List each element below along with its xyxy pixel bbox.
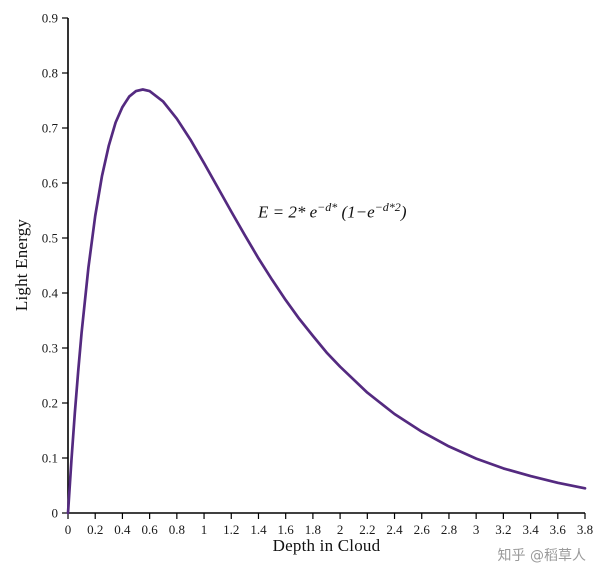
- x-axis-title: Depth in Cloud: [272, 536, 381, 555]
- x-tick-label: 0.4: [114, 522, 131, 537]
- y-tick-label: 0.7: [42, 121, 59, 136]
- y-tick-label: 0.3: [42, 341, 58, 356]
- equation-text: E = 2* e: [258, 202, 318, 222]
- y-tick-label: 0.2: [42, 396, 58, 411]
- equation-annotation: E = 2* e−d* (1−e−d*2): [258, 200, 406, 223]
- x-tick-label: 1: [201, 522, 208, 537]
- x-tick-label: 3.8: [577, 522, 593, 537]
- x-tick-label: 0.2: [87, 522, 103, 537]
- x-tick-label: 0.6: [142, 522, 159, 537]
- x-tick-label: 2.4: [386, 522, 403, 537]
- equation-exponent-2: −d*2: [374, 200, 401, 214]
- x-tick-label: 2.2: [359, 522, 375, 537]
- watermark: 知乎 @稻草人: [497, 548, 586, 564]
- x-tick-label: 1.2: [223, 522, 239, 537]
- x-tick-label: 0: [65, 522, 72, 537]
- y-tick-label: 0.8: [42, 66, 58, 81]
- x-tick-label: 3.2: [495, 522, 511, 537]
- x-tick-label: 2.8: [441, 522, 457, 537]
- equation-text-end: ): [400, 202, 407, 222]
- x-tick-label: 3.4: [522, 522, 539, 537]
- y-tick-label: 0.6: [42, 176, 59, 191]
- y-axis-title: Light Energy: [12, 218, 31, 312]
- equation-text-mid: (1−e: [337, 202, 375, 222]
- x-tick-label: 2.6: [414, 522, 431, 537]
- x-tick-label: 3.6: [550, 522, 567, 537]
- x-tick-label: 1.6: [278, 522, 295, 537]
- x-tick-label: 1.8: [305, 522, 321, 537]
- equation-exponent-1: −d*: [317, 200, 338, 214]
- y-tick-label: 0.5: [42, 231, 58, 246]
- y-tick-label: 0.4: [42, 286, 59, 301]
- x-tick-label: 0.8: [169, 522, 185, 537]
- energy-curve: [66, 88, 587, 515]
- y-tick-label: 0.1: [42, 451, 58, 466]
- y-tick-label: 0.9: [42, 11, 58, 26]
- y-tick-label: 0: [52, 506, 59, 521]
- x-tick-label: 3: [473, 522, 480, 537]
- x-tick-label: 2: [337, 522, 344, 537]
- x-tick-label: 1.4: [250, 522, 267, 537]
